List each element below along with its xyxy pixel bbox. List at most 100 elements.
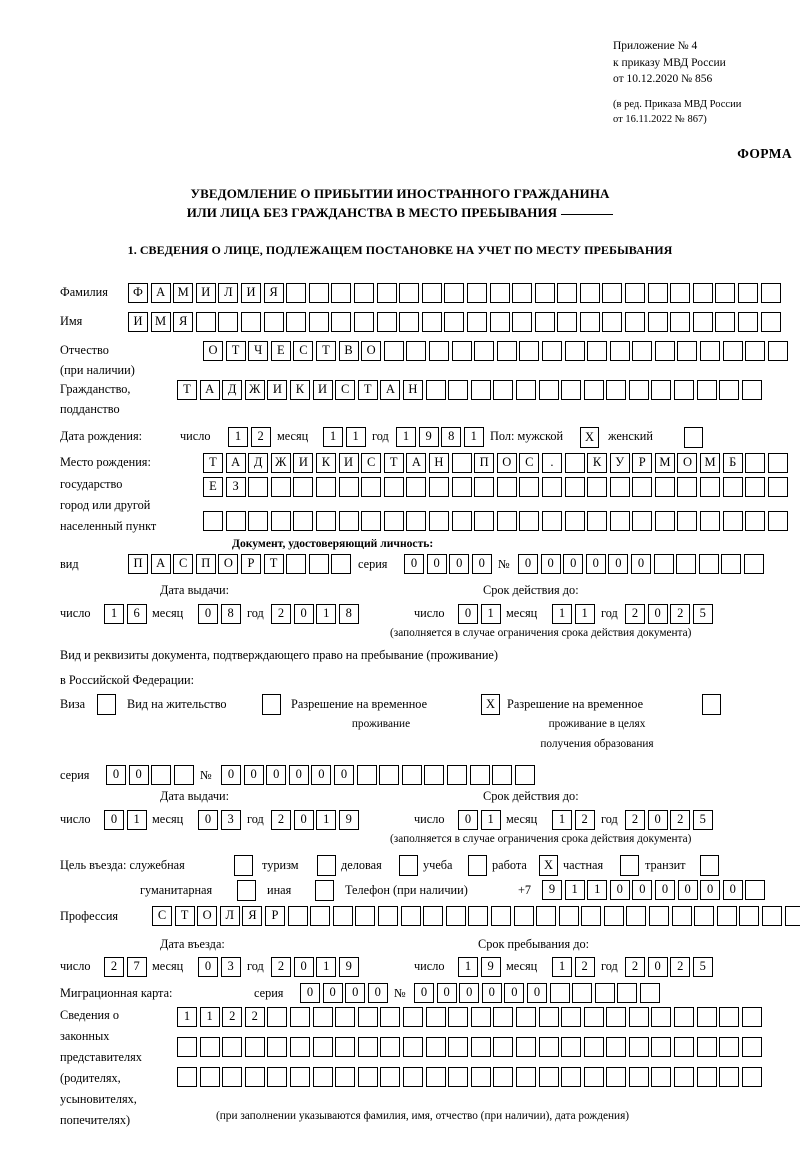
char-cell[interactable] (248, 477, 269, 497)
char-cell[interactable] (357, 1067, 378, 1087)
char-cell[interactable] (745, 453, 766, 473)
char-cell[interactable] (696, 1037, 717, 1057)
char-cell[interactable] (534, 283, 555, 303)
char-cell[interactable] (203, 511, 223, 531)
char-cell[interactable] (561, 380, 582, 400)
char-cell[interactable] (674, 1007, 695, 1027)
char-cell[interactable] (177, 1037, 197, 1057)
char-cell[interactable]: О (361, 341, 382, 361)
char-cell[interactable]: 7 (126, 957, 147, 977)
char-cell[interactable]: Ч (248, 341, 269, 361)
char-cell[interactable] (428, 511, 449, 531)
char-cell[interactable] (312, 1067, 333, 1087)
char-cell[interactable] (195, 312, 216, 332)
char-cell[interactable] (466, 312, 487, 332)
char-cell[interactable] (445, 906, 466, 926)
char-cell[interactable]: Д (222, 380, 243, 400)
char-cell[interactable]: М (700, 453, 721, 473)
char-cell[interactable]: Б (722, 453, 743, 473)
char-cell[interactable]: 8 (220, 604, 241, 624)
char-cell[interactable]: С (173, 554, 194, 574)
char-cell[interactable] (649, 906, 670, 926)
char-cell[interactable] (594, 983, 615, 1003)
char-cell[interactable] (470, 380, 491, 400)
char-cell[interactable]: 0 (632, 880, 653, 900)
char-cell[interactable] (263, 312, 284, 332)
char-cell[interactable] (424, 765, 445, 785)
char-cell[interactable] (628, 380, 649, 400)
char-cell[interactable] (401, 765, 422, 785)
visa-checkbox[interactable] (97, 694, 116, 715)
char-cell[interactable] (356, 765, 377, 785)
char-cell[interactable] (493, 380, 514, 400)
char-cell[interactable]: 0 (367, 983, 388, 1003)
char-cell[interactable] (423, 906, 444, 926)
char-cell[interactable] (448, 1067, 469, 1087)
char-cell[interactable]: 0 (293, 810, 314, 830)
char-cell[interactable] (512, 283, 533, 303)
char-cell[interactable]: 2 (625, 810, 645, 830)
char-cell[interactable]: 2 (271, 604, 291, 624)
char-cell[interactable]: 3 (220, 957, 241, 977)
char-cell[interactable] (379, 765, 400, 785)
char-cell[interactable]: 1 (316, 604, 337, 624)
char-cell[interactable]: 1 (552, 810, 572, 830)
char-cell[interactable]: 1 (564, 880, 585, 900)
char-cell[interactable] (286, 312, 307, 332)
char-cell[interactable] (609, 341, 630, 361)
char-cell[interactable]: Л (218, 283, 239, 303)
char-cell[interactable] (425, 1067, 446, 1087)
char-cell[interactable] (428, 341, 449, 361)
char-cell[interactable] (625, 312, 646, 332)
purpose-business-checkbox[interactable] (399, 855, 418, 876)
char-cell[interactable] (470, 1067, 491, 1087)
char-cell[interactable]: Т (263, 554, 284, 574)
char-cell[interactable] (515, 1037, 536, 1057)
char-cell[interactable] (515, 380, 536, 400)
char-cell[interactable]: 1 (316, 957, 337, 977)
char-cell[interactable]: 9 (542, 880, 562, 900)
char-cell[interactable]: 8 (338, 604, 359, 624)
char-cell[interactable]: 1 (396, 427, 416, 447)
char-cell[interactable] (225, 511, 246, 531)
char-cell[interactable]: И (338, 453, 359, 473)
char-cell[interactable] (719, 380, 740, 400)
char-cell[interactable] (587, 341, 608, 361)
char-cell[interactable] (696, 1007, 717, 1027)
char-cell[interactable] (692, 312, 713, 332)
char-cell[interactable] (617, 983, 638, 1003)
char-cell[interactable]: Т (315, 341, 336, 361)
char-cell[interactable]: 0 (322, 983, 343, 1003)
char-cell[interactable]: П (128, 554, 148, 574)
char-cell[interactable]: 0 (333, 765, 354, 785)
char-cell[interactable] (315, 511, 336, 531)
char-cell[interactable]: 2 (670, 810, 691, 830)
char-cell[interactable] (760, 283, 781, 303)
char-cell[interactable] (538, 380, 559, 400)
char-cell[interactable]: И (128, 312, 148, 332)
char-cell[interactable]: 0 (609, 880, 630, 900)
char-cell[interactable]: Т (174, 906, 195, 926)
char-cell[interactable]: 1 (587, 880, 608, 900)
char-cell[interactable] (603, 906, 624, 926)
char-cell[interactable] (741, 1007, 762, 1027)
char-cell[interactable] (513, 906, 534, 926)
char-cell[interactable] (402, 1007, 423, 1027)
char-cell[interactable]: П (474, 453, 495, 473)
char-cell[interactable]: 0 (540, 554, 561, 574)
char-cell[interactable] (536, 906, 557, 926)
char-cell[interactable]: А (406, 453, 427, 473)
char-cell[interactable] (647, 283, 668, 303)
char-cell[interactable] (561, 1067, 582, 1087)
char-cell[interactable] (677, 511, 698, 531)
